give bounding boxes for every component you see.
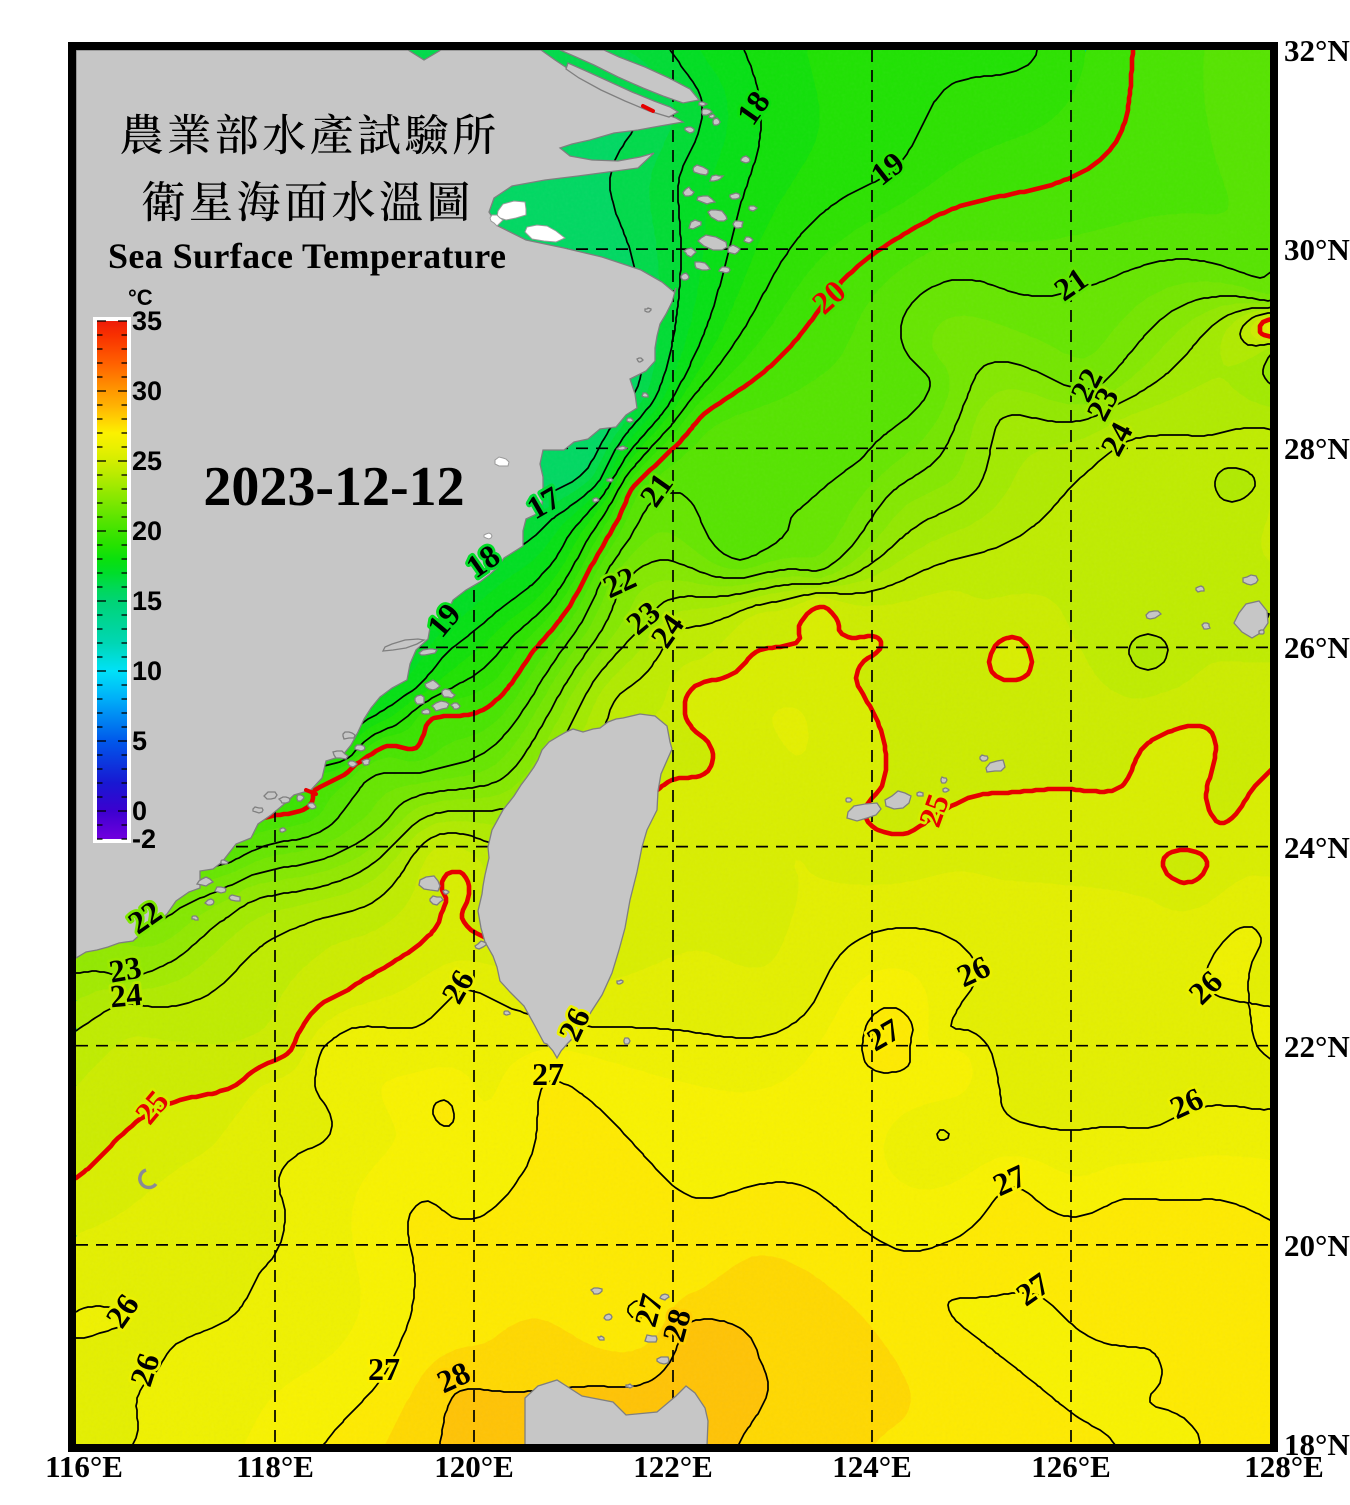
svg-text:10: 10 (132, 656, 162, 686)
svg-text:118°E: 118°E (236, 1449, 314, 1484)
svg-text:32°N: 32°N (1284, 33, 1350, 68)
svg-text:24: 24 (109, 976, 144, 1015)
svg-text:27: 27 (368, 1351, 400, 1387)
svg-text:124°E: 124°E (832, 1449, 912, 1484)
svg-text:122°E: 122°E (633, 1449, 713, 1484)
svg-text:24: 24 (109, 976, 144, 1015)
svg-text:120°E: 120°E (434, 1449, 514, 1484)
svg-text:26°N: 26°N (1284, 630, 1350, 665)
svg-text:128°E: 128°E (1244, 1449, 1324, 1484)
svg-text:23: 23 (106, 949, 144, 990)
svg-text:27: 27 (532, 1056, 564, 1092)
svg-text:126°E: 126°E (1031, 1449, 1111, 1484)
svg-text:Sea Surface Temperature: Sea Surface Temperature (108, 236, 506, 276)
svg-text:27: 27 (532, 1056, 564, 1092)
svg-text:20°N: 20°N (1284, 1228, 1350, 1263)
svg-text:27: 27 (368, 1351, 400, 1387)
svg-text:22°N: 22°N (1284, 1029, 1350, 1064)
svg-text:116°E: 116°E (45, 1449, 123, 1484)
svg-text:30: 30 (132, 376, 162, 406)
svg-text:0: 0 (132, 796, 147, 826)
svg-text:18°N: 18°N (1284, 1427, 1350, 1462)
svg-text:25: 25 (132, 446, 162, 476)
svg-text:35: 35 (132, 306, 162, 336)
svg-text:30°N: 30°N (1284, 232, 1350, 267)
svg-text:28°N: 28°N (1284, 431, 1350, 466)
svg-text:24°N: 24°N (1284, 830, 1350, 865)
svg-text:15: 15 (132, 586, 162, 616)
svg-text:2023-12-12: 2023-12-12 (203, 456, 464, 518)
svg-text:-2: -2 (132, 824, 156, 854)
svg-text:5: 5 (132, 726, 147, 756)
svg-text:°C: °C (128, 285, 153, 310)
svg-text:20: 20 (132, 516, 162, 546)
